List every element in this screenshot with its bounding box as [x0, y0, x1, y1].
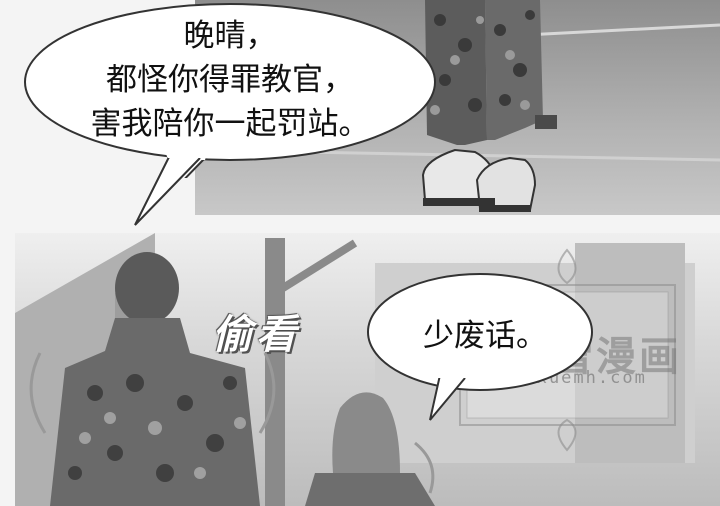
speech-line-2: 都怪你得罪教官，: [106, 62, 354, 98]
speech-bubble-1-tail: [134, 150, 202, 226]
speech-bubble-2-tail: [429, 370, 468, 421]
sound-effect-text: 偷看: [212, 312, 300, 358]
speech-text-2: 少废话。: [423, 318, 547, 354]
speech-line-3: 害我陪你一起罚站。: [90, 106, 370, 142]
speech-text-1: 晚晴， 都怪你得罪教官， 害我陪你一起罚站。: [45, 14, 415, 146]
speech-line-1: 晚晴，: [183, 18, 277, 54]
speech-bubble-2: [367, 273, 593, 391]
legs-illustration: [195, 0, 720, 212]
